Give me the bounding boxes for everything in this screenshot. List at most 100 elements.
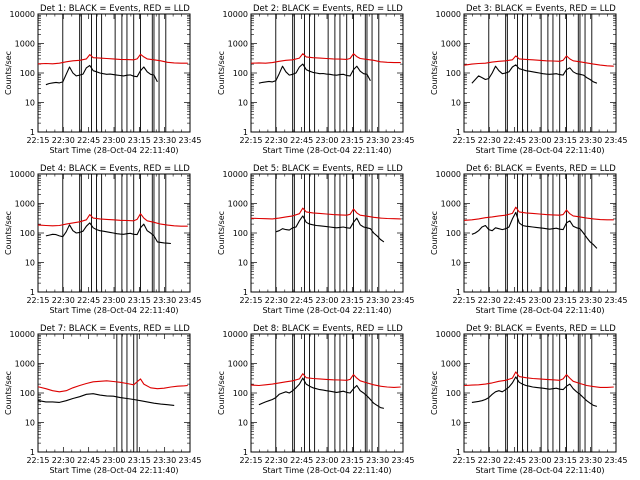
series-events-line (258, 63, 371, 84)
x-tick-label: 23:30 (153, 456, 176, 465)
x-tick-label: 23:15 (554, 456, 577, 465)
y-axis-label: Counts/sec (4, 371, 13, 415)
y-tick-label: 100 (446, 69, 461, 78)
series-events-line (471, 211, 598, 249)
x-tick-label: 22:45 (290, 456, 313, 465)
x-tick-label: 22:30 (478, 136, 501, 145)
plot-area (251, 14, 401, 132)
x-tick-label: 22:45 (503, 296, 526, 305)
x-tick-label: 22:15 (239, 296, 262, 305)
x-axis-label: Start Time (28-Oct-04 22:11:40) (262, 306, 391, 315)
plot-frame (37, 13, 191, 133)
y-tick-label: 1000 (228, 40, 248, 49)
y-tick-label: 1 (456, 288, 461, 297)
x-tick-label: 23:00 (102, 456, 125, 465)
series-lld-line (251, 53, 401, 64)
x-axis-label: Start Time (28-Oct-04 22:11:40) (475, 466, 604, 475)
x-tick-label: 23:45 (604, 296, 627, 305)
x-tick-label: 22:45 (290, 136, 313, 145)
x-tick-label: 23:00 (528, 296, 551, 305)
y-tick-label: 1000 (441, 40, 461, 49)
y-axis-label: Counts/sec (430, 51, 439, 95)
series-events-line (471, 376, 598, 407)
x-tick-label: 23:30 (579, 296, 602, 305)
x-axis-label: Start Time (28-Oct-04 22:11:40) (49, 306, 178, 315)
y-tick-label: 10 (451, 259, 461, 268)
y-tick-label: 10 (451, 419, 461, 428)
x-axis-label: Start Time (28-Oct-04 22:11:40) (262, 146, 391, 155)
x-tick-label: 23:45 (178, 456, 201, 465)
panel-title: Det 6: BLACK = Events, RED = LLD (466, 164, 616, 174)
det-panel-3: 1 10 100 1000 10000 22:15 22:30 22:45 23:00 23:15… (430, 4, 628, 155)
x-tick-label: 23:45 (604, 136, 627, 145)
plot-frame (463, 173, 617, 293)
plot-area (251, 334, 401, 452)
plot-frame (250, 13, 404, 133)
y-tick-label: 10000 (436, 170, 461, 179)
y-tick-label: 1 (456, 448, 461, 457)
x-tick-label: 23:00 (102, 296, 125, 305)
series-lld-line (464, 206, 614, 221)
det-panel-5: 1 10 100 1000 10000 22:15 22:30 22:45 23:00 23:15… (217, 164, 415, 315)
series-events-line (45, 64, 158, 86)
y-tick-label: 1 (243, 128, 248, 137)
panel-title: Det 3: BLACK = Events, RED = LLD (466, 4, 616, 14)
x-tick-label: 23:30 (366, 296, 389, 305)
y-tick-label: 1000 (228, 200, 248, 209)
plot-area (464, 14, 614, 132)
y-tick-label: 10 (238, 99, 248, 108)
y-tick-label: 10000 (223, 10, 248, 19)
det-panel-2: 1 10 100 1000 10000 22:15 22:30 22:45 23:00 23:15… (217, 4, 415, 155)
x-tick-label: 22:30 (52, 136, 75, 145)
y-axis-label: Counts/sec (430, 371, 439, 415)
series-lld-line (251, 207, 401, 220)
plot-area (38, 334, 188, 452)
y-tick-label: 100 (20, 229, 35, 238)
plot-area (464, 334, 614, 452)
det-panel-9: 1 10 100 1000 10000 22:15 22:30 22:45 23:00 23:15… (430, 324, 628, 475)
x-tick-label: 23:30 (579, 456, 602, 465)
x-axis-label: Start Time (28-Oct-04 22:11:40) (49, 466, 178, 475)
plot-frame (463, 333, 617, 453)
x-tick-label: 23:15 (128, 456, 151, 465)
y-axis-label: Counts/sec (4, 211, 13, 255)
series-events-line (38, 393, 175, 406)
det-panel-4: 1 10 100 1000 10000 22:15 22:30 22:45 23:00 23:15… (4, 164, 202, 315)
x-tick-label: 22:15 (26, 136, 49, 145)
panel-title: Det 8: BLACK = Events, RED = LLD (253, 324, 403, 334)
y-axis-label: Counts/sec (217, 51, 226, 95)
x-tick-label: 23:15 (341, 456, 364, 465)
det-panel-1: 1 10 100 1000 10000 22:15 22:30 22:45 23:00 23:15… (4, 4, 202, 155)
series-lld-line (38, 53, 188, 65)
x-tick-label: 23:00 (315, 136, 338, 145)
x-tick-label: 23:45 (178, 136, 201, 145)
y-tick-label: 1 (243, 288, 248, 297)
x-tick-label: 23:00 (315, 456, 338, 465)
x-tick-label: 23:00 (528, 456, 551, 465)
x-tick-label: 23:45 (391, 296, 414, 305)
x-axis-label: Start Time (28-Oct-04 22:11:40) (475, 306, 604, 315)
x-axis-label: Start Time (28-Oct-04 22:11:40) (49, 146, 178, 155)
y-tick-label: 10 (25, 259, 35, 268)
y-tick-label: 10000 (10, 330, 35, 339)
x-tick-label: 22:30 (52, 296, 75, 305)
series-events-line (45, 222, 171, 245)
x-tick-label: 23:15 (128, 296, 151, 305)
y-tick-label: 1000 (441, 360, 461, 369)
x-tick-label: 23:45 (604, 456, 627, 465)
x-tick-label: 23:15 (341, 296, 364, 305)
y-tick-label: 10 (451, 99, 461, 108)
plot-area (464, 174, 614, 292)
plot-area (251, 174, 401, 292)
y-tick-label: 1000 (15, 40, 35, 49)
y-axis-label: Counts/sec (430, 211, 439, 255)
y-tick-label: 1 (30, 448, 35, 457)
x-tick-label: 22:45 (290, 296, 313, 305)
series-lld-line (251, 373, 401, 388)
y-tick-label: 10000 (10, 170, 35, 179)
x-tick-label: 23:30 (153, 296, 176, 305)
y-tick-label: 100 (233, 229, 248, 238)
x-tick-label: 22:45 (503, 456, 526, 465)
y-axis-label: Counts/sec (4, 51, 13, 95)
series-lld-line (38, 378, 188, 393)
